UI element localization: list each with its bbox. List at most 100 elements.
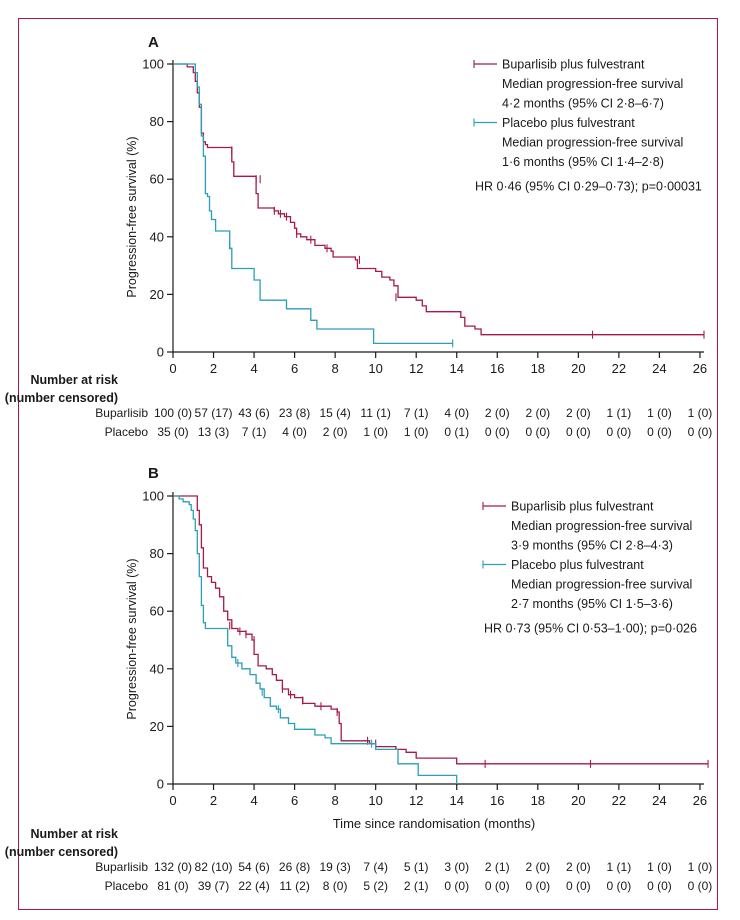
panel-letter-a: A <box>148 34 159 51</box>
risk-cell-a: 1 (0) <box>647 406 672 420</box>
risk-cell-b: 1 (0) <box>647 860 672 874</box>
risk-cell-b: 5 (1) <box>404 860 429 874</box>
risk-cell-b: 1 (1) <box>607 860 632 874</box>
risk-cell-b: 0 (0) <box>444 879 469 893</box>
x-tick-label-a: 12 <box>409 361 423 376</box>
x-tick-label-a: 14 <box>450 361 464 376</box>
legend-text-bupa-b: 3·9 months (95% CI 2·8–4·3) <box>511 539 673 553</box>
risk-cell-a: 0 (1) <box>444 425 469 439</box>
x-tick-label-a: 10 <box>368 361 382 376</box>
curves-b <box>173 495 709 784</box>
risk-cell-a: 2 (0) <box>323 425 348 439</box>
x-tick-label-a: 8 <box>332 361 339 376</box>
risk-cell-a: 35 (0) <box>157 425 188 439</box>
x-tick-label-b: 18 <box>531 793 545 808</box>
risk-cell-b: 1 (0) <box>688 860 713 874</box>
x-tick-label-a: 22 <box>612 361 626 376</box>
risk-cell-a: 0 (0) <box>525 425 550 439</box>
y-tick-label-b: 20 <box>150 719 164 734</box>
risk-cell-b: 54 (6) <box>238 860 269 874</box>
risk-cell-a: 7 (1) <box>242 425 267 439</box>
risk-cell-b: 81 (0) <box>157 879 188 893</box>
y-axis-label-a: Progression-free survival (%) <box>125 136 139 297</box>
legend-text-bupa-a: 4·2 months (95% CI 2·8–6·7) <box>502 97 664 111</box>
y-tick-label-a: 60 <box>150 172 164 187</box>
x-tick-label-b: 6 <box>291 793 298 808</box>
risk-cell-a: 1 (0) <box>688 406 713 420</box>
risk-cell-b: 5 (2) <box>363 879 388 893</box>
km-curve-placebo-a <box>173 63 453 345</box>
y-tick-label-a: 20 <box>150 287 164 302</box>
legend-text-placebo-b: Placebo plus fulvestrant <box>511 558 644 572</box>
panel-b: B Progression-free survival (%) Time sin… <box>5 465 713 893</box>
risk-row-label-a: Placebo <box>105 425 149 439</box>
legend-text-placebo-b: Median progression-free survival <box>511 578 692 592</box>
risk-cell-a: 1 (1) <box>607 406 632 420</box>
risk-cell-b: 2 (0) <box>525 860 550 874</box>
risk-cell-a: 0 (0) <box>485 425 510 439</box>
risk-cell-b: 8 (0) <box>323 879 348 893</box>
risk-table-header-a: (number censored) <box>5 391 118 405</box>
x-tick-label-b: 2 <box>210 793 217 808</box>
risk-cell-a: 0 (0) <box>688 425 713 439</box>
y-tick-label-b: 100 <box>142 489 164 504</box>
figure-frame <box>18 18 718 910</box>
risk-cell-a: 43 (6) <box>238 406 269 420</box>
y-tick-label-a: 0 <box>157 345 164 360</box>
risk-cell-b: 7 (4) <box>363 860 388 874</box>
legend-text-placebo-b: 2·7 months (95% CI 1·5–3·6) <box>511 597 673 611</box>
legend-a: Buparlisib plus fulvestrant Median progre… <box>473 58 702 194</box>
risk-cell-b: 2 (1) <box>404 879 429 893</box>
panel-a: A Progression-free survival (%) 02040608… <box>5 34 713 439</box>
x-tick-label-b: 10 <box>368 793 382 808</box>
x-tick-label-b: 0 <box>169 793 176 808</box>
risk-table-a: Number at risk (number censored)Buparlisi… <box>5 373 713 439</box>
x-axis-label-b: Time since randomisation (months) <box>333 816 536 831</box>
risk-cell-a: 11 (1) <box>360 406 390 420</box>
risk-cell-a: 0 (0) <box>647 425 672 439</box>
x-tick-label-b: 8 <box>332 793 339 808</box>
risk-table-header-b: Number at risk <box>30 827 118 841</box>
panel-letter-b: B <box>148 465 159 482</box>
risk-cell-a: 100 (0) <box>154 406 192 420</box>
y-tick-label-b: 80 <box>150 546 164 561</box>
x-tick-label-a: 0 <box>169 361 176 376</box>
risk-cell-b: 11 (2) <box>279 879 309 893</box>
y-axis-label-b: Progression-free survival (%) <box>125 558 139 719</box>
y-tick-label-a: 100 <box>142 57 164 72</box>
curves-a <box>173 63 705 348</box>
legend-text-bupa-a: Buparlisib plus fulvestrant <box>502 58 645 72</box>
x-tick-label-a: 16 <box>490 361 504 376</box>
hazard-ratio-text-b: HR 0·73 (95% CI 0·53–1·00); p=0·026 <box>484 622 697 636</box>
risk-table-header-b: (number censored) <box>5 845 118 859</box>
legend-b: Buparlisib plus fulvestrant Median progre… <box>482 500 697 636</box>
x-tick-label-a: 4 <box>250 361 257 376</box>
risk-cell-b: 0 (0) <box>525 879 550 893</box>
risk-cell-b: 2 (1) <box>485 860 510 874</box>
risk-table-b: Number at risk (number censored)Buparlisi… <box>5 827 713 893</box>
risk-table-header-a: Number at risk <box>30 373 118 387</box>
risk-cell-b: 82 (10) <box>195 860 233 874</box>
x-tick-label-b: 26 <box>693 793 707 808</box>
x-tick-label-a: 20 <box>571 361 585 376</box>
legend-text-bupa-a: Median progression-free survival <box>502 77 683 91</box>
y-tick-label-a: 80 <box>150 114 164 129</box>
risk-cell-a: 4 (0) <box>282 425 307 439</box>
x-tick-label-a: 26 <box>693 361 707 376</box>
x-tick-label-a: 6 <box>291 361 298 376</box>
x-tick-label-b: 22 <box>612 793 626 808</box>
risk-cell-b: 132 (0) <box>154 860 192 874</box>
x-tick-label-b: 16 <box>490 793 504 808</box>
risk-row-label-b: Buparlisib <box>95 860 148 874</box>
risk-cell-b: 39 (7) <box>198 879 229 893</box>
legend-text-bupa-b: Median progression-free survival <box>511 519 692 533</box>
x-tick-label-b: 24 <box>652 793 666 808</box>
y-tick-label-b: 60 <box>150 604 164 619</box>
km-curve-placebo-b <box>173 495 458 784</box>
risk-cell-a: 15 (4) <box>319 406 350 420</box>
legend-text-placebo-a: 1·6 months (95% CI 1·4–2·8) <box>502 155 664 169</box>
risk-cell-b: 19 (3) <box>319 860 350 874</box>
